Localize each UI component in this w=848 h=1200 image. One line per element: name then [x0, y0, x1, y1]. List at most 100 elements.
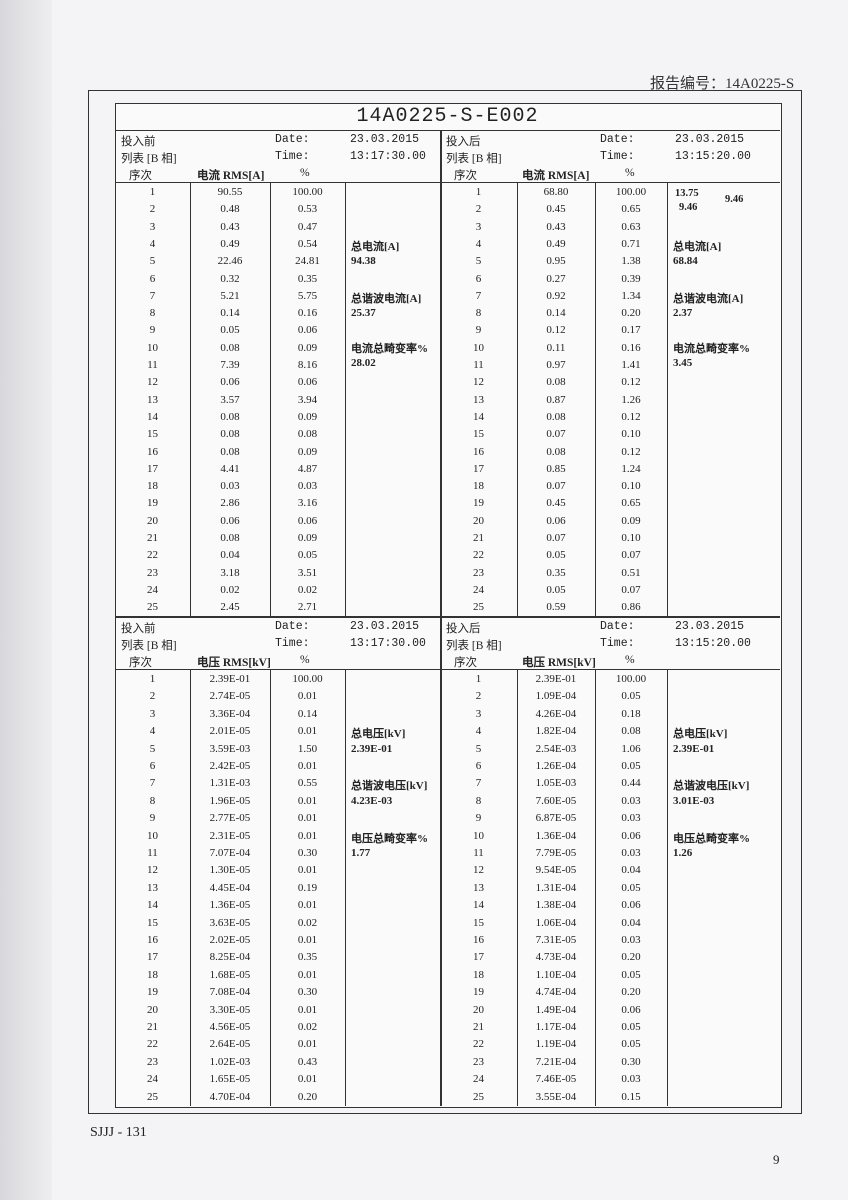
- row-seq: 21: [147, 532, 158, 544]
- row-seq: 5: [149, 742, 156, 755]
- row-rms: 4.74E-04: [535, 986, 577, 999]
- row-pct: 1.34: [621, 289, 641, 302]
- row-pct: 0.16: [621, 341, 641, 354]
- row-rms: 1.10E-04: [535, 968, 577, 981]
- row-rms: 2.42E-05: [209, 760, 251, 772]
- row-rms: 4.45E-04: [209, 881, 251, 894]
- summary-label: 总电流[A]: [351, 240, 400, 253]
- row-pct: 0.03: [297, 480, 318, 493]
- row-rms: 2.39E-01: [209, 673, 251, 685]
- column-line: [667, 670, 669, 1106]
- row-seq: 14: [473, 899, 484, 912]
- row-seq: 15: [147, 916, 158, 929]
- row-seq: 13: [147, 393, 158, 406]
- row-seq: 25: [473, 1090, 484, 1103]
- row-seq: 1: [149, 186, 156, 198]
- row-rms: 2.31E-05: [209, 829, 251, 842]
- row-seq: 18: [473, 480, 484, 493]
- row-rms: 4.41: [220, 462, 240, 475]
- row-pct: 0.20: [621, 986, 641, 999]
- row-pct: 0.02: [297, 583, 318, 596]
- row-seq: 3: [149, 707, 156, 720]
- row-rms: 0.95: [546, 255, 566, 268]
- row-rms: 0.43: [546, 220, 566, 233]
- row-pct: 0.39: [621, 272, 641, 285]
- date-value: 23.03.2015: [675, 620, 745, 633]
- row-pct: 0.03: [621, 934, 641, 946]
- row-seq: 12: [147, 376, 158, 389]
- row-pct: 0.06: [297, 514, 318, 527]
- row-pct: 1.50: [297, 742, 318, 755]
- row-rms: 1.65E-05: [209, 1073, 251, 1086]
- row-rms: 8.25E-04: [209, 951, 251, 964]
- row-rms: 2.64E-05: [209, 1038, 251, 1051]
- row-seq: 19: [473, 497, 484, 510]
- row-pct: 0.01: [297, 1003, 318, 1016]
- row-seq: 10: [147, 341, 158, 354]
- row-pct: 0.12: [621, 376, 641, 389]
- row-pct: 0.35: [297, 951, 318, 964]
- row-pct: 0.63: [621, 220, 641, 233]
- row-seq: 11: [147, 847, 158, 859]
- row-seq: 16: [147, 445, 158, 458]
- row-seq: 17: [473, 462, 484, 475]
- date-label: Date:: [275, 620, 310, 633]
- row-seq: 3: [149, 220, 156, 233]
- row-pct: 0.07: [621, 583, 641, 596]
- row-rms: 4.56E-05: [209, 1021, 251, 1033]
- row-pct: 0.65: [621, 203, 641, 216]
- row-seq: 6: [475, 272, 482, 285]
- row-rms: 7.07E-04: [209, 847, 251, 859]
- row-pct: 0.02: [297, 916, 318, 929]
- row-pct: 0.01: [297, 725, 318, 738]
- row-pct: 0.01: [297, 812, 318, 825]
- column-line: [345, 183, 347, 617]
- summary-label: 电压总畸变率%: [673, 832, 750, 845]
- row-pct: 0.09: [297, 341, 318, 354]
- row-rms: 1.36E-04: [535, 829, 577, 842]
- row-rms: 0.05: [546, 549, 566, 562]
- row-pct: 0.55: [297, 777, 318, 790]
- row-pct: 0.08: [297, 428, 318, 441]
- form-code: SJJJ - 131: [90, 1125, 147, 1140]
- col-rms-header: 电流 RMS[A]: [197, 170, 265, 182]
- col-seq-header: 序次: [129, 657, 152, 669]
- row-seq: 11: [147, 359, 158, 371]
- row-rms: 0.49: [546, 237, 566, 250]
- row-rms: 2.01E-05: [209, 725, 251, 738]
- row-pct: 1.26: [621, 393, 641, 406]
- row-seq: 15: [473, 428, 484, 441]
- row-seq: 10: [473, 341, 484, 354]
- row-rms: 0.49: [220, 237, 240, 250]
- row-pct: 0.01: [297, 794, 318, 807]
- row-seq: 22: [473, 549, 484, 562]
- row-rms: 1.36E-05: [209, 899, 251, 912]
- row-pct: 0.10: [621, 428, 641, 441]
- row-rms: 0.07: [546, 532, 566, 544]
- section-divider: [115, 616, 780, 618]
- row-rms: 0.85: [546, 462, 566, 475]
- row-rms: 1.02E-03: [209, 1055, 251, 1068]
- time-label: Time:: [275, 150, 310, 163]
- row-seq: 10: [147, 829, 158, 842]
- summary-label: 电流总畸变率%: [351, 342, 428, 355]
- col-seq-header: 序次: [454, 170, 477, 182]
- row-pct: 0.14: [297, 707, 318, 720]
- col-pct-header: %: [300, 654, 310, 666]
- row-pct: 0.01: [297, 690, 318, 703]
- row-rms: 2.54E-03: [535, 742, 577, 755]
- col-rms-header: 电流 RMS[A]: [522, 170, 590, 182]
- row-seq: 16: [473, 445, 484, 458]
- row-rms: 0.08: [546, 376, 566, 389]
- row-pct: 0.10: [621, 480, 641, 493]
- row-seq: 13: [473, 393, 484, 406]
- row-seq: 8: [149, 794, 156, 807]
- list-label: 列表 [B 相]: [121, 640, 177, 652]
- row-pct: 0.30: [621, 1055, 641, 1068]
- summary-value: 1.26: [673, 847, 693, 859]
- summary-value: 94.38: [351, 255, 376, 268]
- row-rms: 3.30E-05: [209, 1003, 251, 1016]
- row-seq: 25: [147, 601, 158, 614]
- summary-label: 电压总畸变率%: [351, 832, 428, 845]
- row-seq: 20: [147, 1003, 158, 1016]
